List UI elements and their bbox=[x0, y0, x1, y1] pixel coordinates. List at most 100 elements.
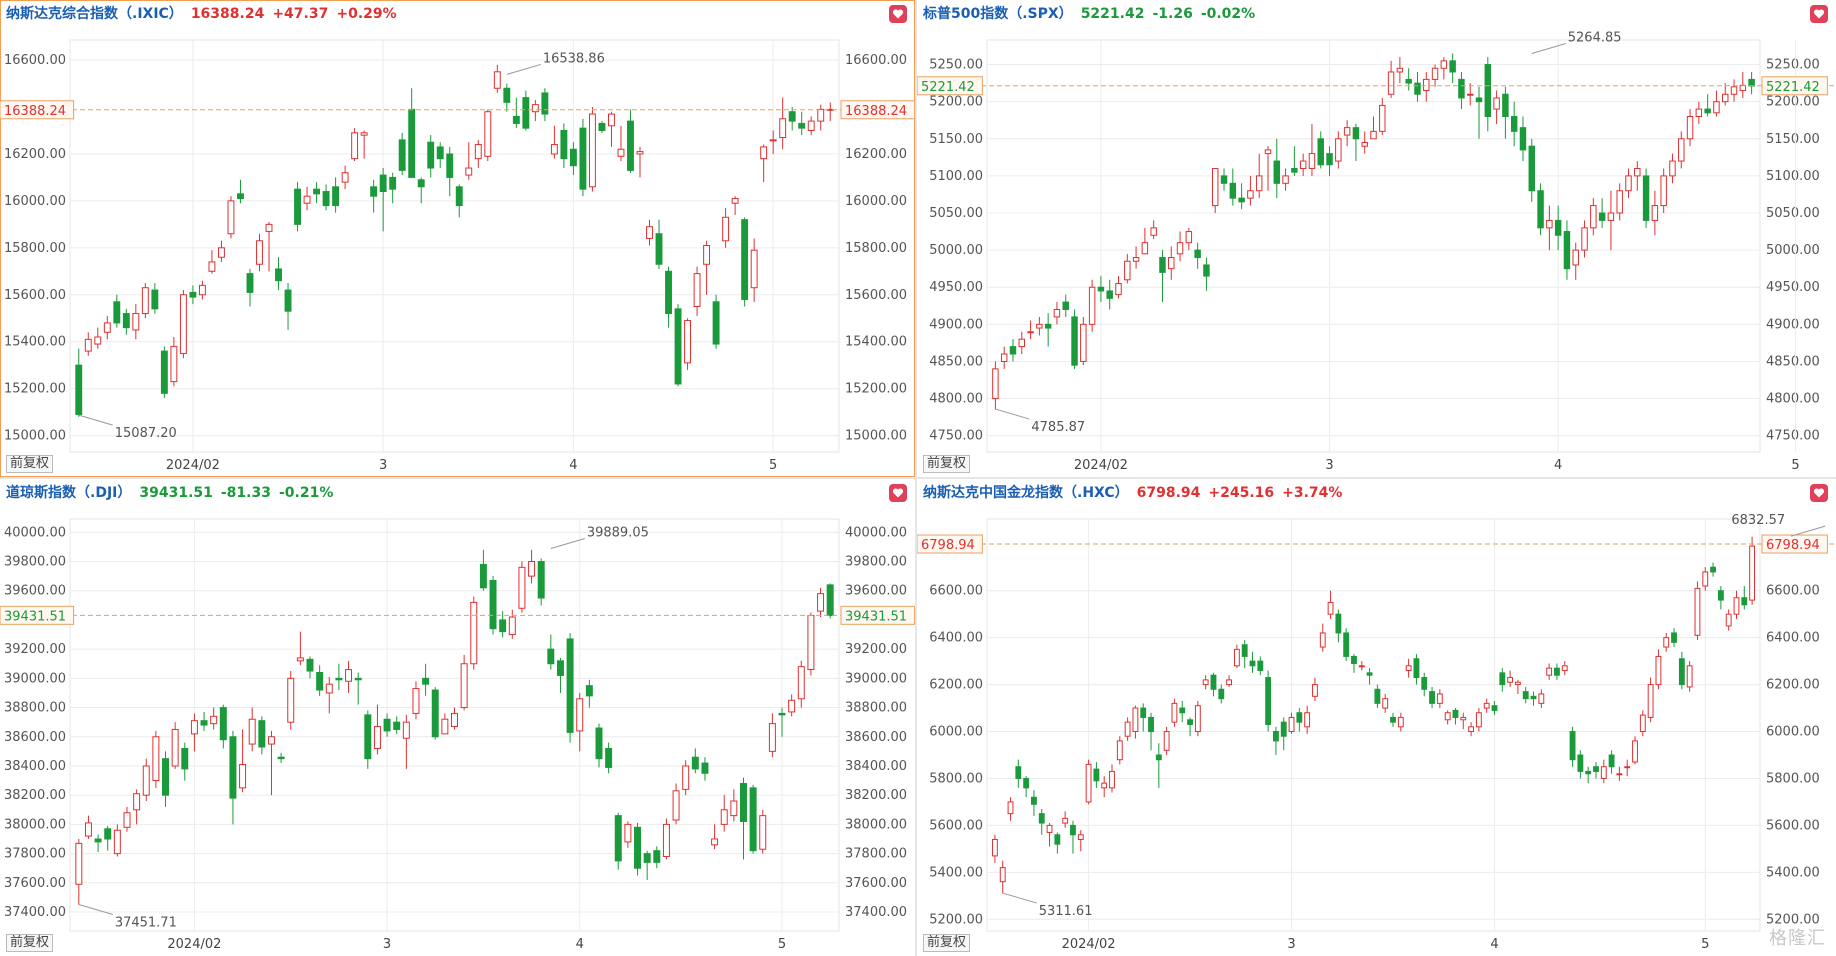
candle-body bbox=[1343, 632, 1350, 657]
candle-body bbox=[1335, 138, 1342, 162]
candle-body bbox=[370, 186, 378, 197]
x-tick-label: 4 bbox=[1554, 458, 1562, 473]
favorite-heart-icon[interactable] bbox=[1810, 5, 1828, 23]
current-price-label-right: 16388.24 bbox=[845, 104, 907, 119]
candlestick-chart[interactable]: 37400.00 37400.00 37600.00 37600.00 37800.00… bbox=[0, 479, 915, 956]
candle-body bbox=[1444, 712, 1451, 721]
high-value-label: 6832.57 bbox=[1731, 513, 1785, 528]
candle-body bbox=[229, 736, 237, 799]
y-tick-label-left: 5200.00 bbox=[929, 95, 983, 110]
plot-area bbox=[69, 39, 840, 453]
chart-panel-hxc[interactable]: 纳斯达克中国金龙指数（.HXC） 6798.94 +245.16 +3.74% 520… bbox=[917, 479, 1836, 956]
candle-body bbox=[614, 815, 622, 862]
x-tick-label: 5 bbox=[1791, 458, 1799, 473]
index-name[interactable]: 纳斯达克综合指数（.IXIC） bbox=[6, 6, 183, 22]
y-tick-label-right: 4950.00 bbox=[1766, 280, 1820, 295]
candle-body bbox=[84, 822, 92, 837]
candlestick-chart[interactable]: 4750.00 4750.00 4800.00 4800.00 4850.00 4850.… bbox=[917, 0, 1836, 477]
candle-body bbox=[1710, 566, 1716, 573]
candle-body bbox=[84, 338, 92, 352]
candle-body bbox=[1370, 130, 1377, 140]
candle-body bbox=[210, 715, 218, 725]
candle-body bbox=[1071, 316, 1078, 366]
candle-body bbox=[1062, 301, 1069, 310]
candle-body bbox=[1280, 721, 1287, 737]
chart-panel-dji[interactable]: 道琼斯指数（.DJI） 39431.51 -81.33 -0.21% 37400.00… bbox=[0, 479, 915, 956]
candle-body bbox=[1600, 766, 1607, 779]
adjust-mode-button[interactable]: 前复权 bbox=[923, 934, 971, 952]
y-tick-label-left: 15400.00 bbox=[4, 335, 66, 350]
candle-body bbox=[1327, 601, 1334, 615]
y-tick-label-left: 6400.00 bbox=[929, 631, 983, 646]
candle-body bbox=[701, 762, 709, 774]
candle-body bbox=[1299, 160, 1307, 169]
candle-body bbox=[1507, 677, 1514, 683]
favorite-heart-icon[interactable] bbox=[1810, 484, 1828, 502]
index-price: 16388.24 bbox=[190, 6, 265, 22]
candle-body bbox=[556, 660, 564, 676]
candle-body bbox=[465, 167, 473, 176]
y-tick-label-right: 5400.00 bbox=[1766, 865, 1820, 880]
candle-body bbox=[398, 139, 406, 171]
favorite-heart-icon[interactable] bbox=[889, 484, 907, 502]
candle-body bbox=[306, 658, 314, 672]
plot-area bbox=[986, 39, 1761, 453]
candle-body bbox=[123, 812, 131, 828]
candle-body bbox=[1639, 714, 1646, 733]
candle-body bbox=[200, 720, 208, 726]
candlestick-chart[interactable]: 15000.00 15000.00 15200.00 15200.00 15400.00… bbox=[0, 0, 915, 477]
candle-body bbox=[778, 712, 786, 716]
favorite-heart-icon[interactable] bbox=[889, 5, 907, 23]
chart-panel-spx[interactable]: 标普500指数（.SPX） 5221.42 -1.26 -0.02% 4750.00 4… bbox=[917, 0, 1836, 477]
candle-body bbox=[332, 186, 340, 207]
candle-body bbox=[769, 139, 777, 142]
x-tick-label: 4 bbox=[569, 458, 577, 473]
candle-body bbox=[992, 368, 999, 400]
candle-body bbox=[1361, 141, 1368, 147]
panel-header: 纳斯达克中国金龙指数（.HXC） 6798.94 +245.16 +3.74% bbox=[923, 483, 1342, 503]
candle-body bbox=[303, 195, 311, 204]
candle-body bbox=[788, 699, 796, 713]
current-price-box-right bbox=[1761, 76, 1828, 96]
candle-body bbox=[1163, 731, 1170, 751]
index-name[interactable]: 标普500指数（.SPX） bbox=[923, 6, 1073, 22]
adjust-mode-button[interactable]: 前复权 bbox=[6, 934, 54, 952]
candle-body bbox=[75, 842, 83, 885]
candle-body bbox=[684, 320, 692, 364]
candle-body bbox=[1647, 684, 1654, 718]
high-value-label: 16538.86 bbox=[543, 51, 605, 66]
index-name[interactable]: 纳斯达克中国金龙指数（.HXC） bbox=[923, 485, 1129, 501]
adjust-mode-button[interactable]: 前复权 bbox=[923, 455, 971, 473]
candle-body bbox=[1141, 242, 1149, 255]
candle-body bbox=[1572, 249, 1579, 266]
y-tick-label-left: 37600.00 bbox=[4, 876, 66, 891]
adjust-mode-button[interactable]: 前复权 bbox=[6, 455, 54, 473]
candle-body bbox=[740, 782, 747, 822]
candle-body bbox=[113, 829, 121, 855]
candle-body bbox=[402, 721, 410, 739]
candlestick-chart[interactable]: 5200.00 5200.00 5400.00 5400.00 5600.00 5600.… bbox=[917, 479, 1836, 956]
candle-body bbox=[1097, 286, 1105, 292]
index-change-pct: -0.21% bbox=[278, 485, 334, 501]
candle-body bbox=[1741, 597, 1748, 606]
candle-body bbox=[1546, 219, 1553, 229]
candle-body bbox=[1493, 97, 1500, 110]
candle-body bbox=[1226, 679, 1233, 686]
y-tick-label-right: 38200.00 bbox=[845, 788, 907, 803]
candle-body bbox=[1159, 257, 1166, 273]
candle-body bbox=[313, 188, 321, 195]
current-price-box-left bbox=[917, 534, 983, 554]
candle-body bbox=[1210, 674, 1217, 690]
y-tick-label-left: 40000.00 bbox=[4, 525, 66, 540]
y-tick-label-right: 5600.00 bbox=[1766, 818, 1820, 833]
candle-body bbox=[1249, 660, 1256, 667]
chart-panel-ixic[interactable]: 纳斯达克综合指数（.IXIC） 16388.24 +47.37 +0.29% 1500… bbox=[0, 0, 915, 477]
candle-body bbox=[373, 726, 381, 749]
y-tick-label-left: 15000.00 bbox=[4, 429, 66, 444]
candle-body bbox=[1179, 707, 1186, 714]
index-name[interactable]: 道琼斯指数（.DJI） bbox=[6, 485, 132, 501]
candle-body bbox=[1671, 632, 1677, 643]
candle-body bbox=[617, 148, 625, 157]
candle-body bbox=[94, 838, 102, 843]
candle-body bbox=[1607, 212, 1615, 221]
